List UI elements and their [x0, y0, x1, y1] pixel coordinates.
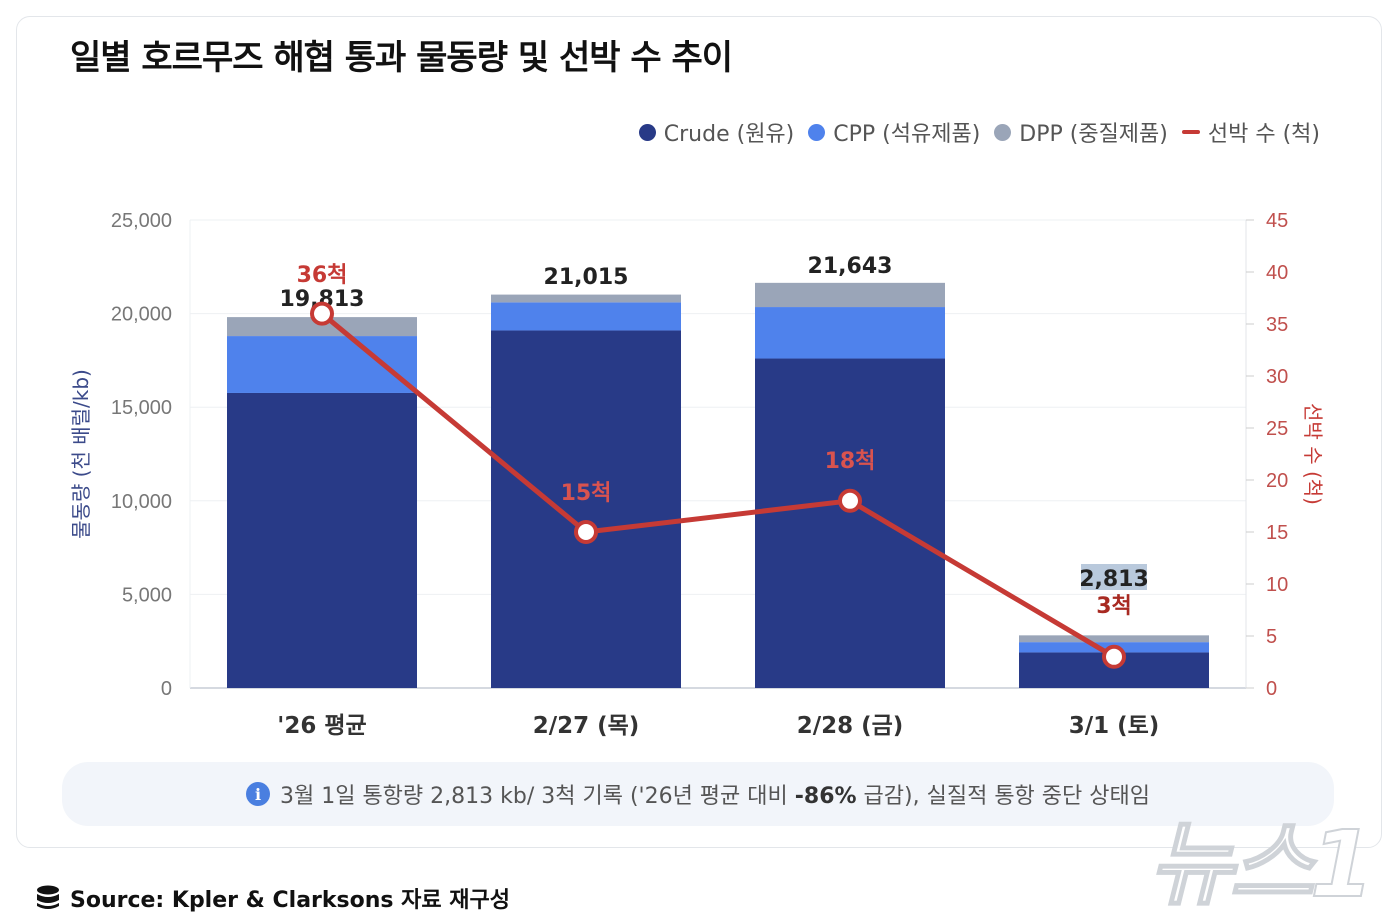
y2-tick-label: 35 — [1266, 314, 1288, 336]
bar-total-label: 2,813 — [1079, 567, 1149, 592]
vessel-count-point — [574, 520, 598, 544]
y2-tick-label: 40 — [1266, 262, 1288, 284]
vessel-count-line — [320, 311, 1116, 659]
y2-tick-label: 30 — [1266, 366, 1288, 388]
legend-label: DPP (중질제품) — [1019, 122, 1168, 147]
bar-total-label: 21,643 — [808, 254, 893, 279]
bar-segment — [227, 317, 417, 337]
x-tick-label: 3/1 (토) — [1069, 713, 1160, 739]
banner-text: 3월 1일 통항량 2,813 kb/ 3척 기록 ('26년 평균 대비 -8… — [280, 778, 1150, 810]
y2-axis-title: 선박 수 (척) — [1301, 403, 1325, 505]
legend-label: CPP (석유제품) — [833, 122, 981, 147]
legend-item: 선박 수 (척) — [1181, 116, 1320, 148]
banner-text-after: 급감), 실질적 통항 중단 상태임 — [856, 784, 1150, 809]
bar-segment — [491, 330, 681, 688]
bar-segment — [755, 282, 945, 308]
vessel-count-point — [310, 301, 334, 326]
legend-item: CPP (석유제품) — [808, 116, 980, 148]
bar-segment — [227, 392, 417, 688]
vessel-count-point — [838, 488, 862, 513]
legend-line-marker — [1181, 130, 1200, 134]
y-tick-label: 25,000 — [111, 210, 172, 232]
bar-segment — [755, 307, 945, 359]
bar-segment — [755, 358, 945, 688]
total-label-highlight — [1081, 564, 1147, 590]
y2-tick-label: 10 — [1266, 574, 1288, 596]
legend-dot-marker — [994, 123, 1012, 141]
database-icon — [37, 885, 59, 909]
info-icon: i — [245, 782, 270, 806]
legend-label: 선박 수 (척) — [1207, 122, 1320, 147]
y2-tick-label: 25 — [1266, 418, 1288, 440]
banner-text-bold: -86% — [794, 784, 857, 809]
y2-tick-label: 20 — [1266, 470, 1288, 492]
legend: Crude (원유) CPP (석유제품) DPP (중질제품) 선박 수 (척) — [638, 116, 1320, 148]
vessel-count-point — [1102, 644, 1126, 669]
legend-item: Crude (원유) — [638, 116, 795, 148]
vessel-count-label: 36척 — [297, 263, 348, 288]
vessel-count-label: 18척 — [825, 449, 876, 474]
vessel-count-label: 15척 — [561, 481, 612, 506]
y-tick-label: 15,000 — [111, 397, 172, 419]
legend-label: Crude (원유) — [663, 122, 795, 147]
source-text: Source: Kpler & Clarksons 자료 재구성 — [70, 888, 510, 913]
legend-dot-marker — [808, 123, 826, 141]
bar-segment — [491, 302, 681, 331]
y2-tick-label: 45 — [1266, 210, 1288, 232]
y2-tick-label: 5 — [1266, 626, 1277, 648]
bar-segment — [491, 294, 681, 303]
bar-segment — [1019, 635, 1209, 643]
y-tick-label: 10,000 — [111, 491, 172, 513]
bar-total-label: 21,015 — [544, 265, 629, 290]
vessel-count-label: 3척 — [1096, 594, 1132, 619]
info-banner: i 3월 1일 통항량 2,813 kb/ 3척 기록 ('26년 평균 대비 … — [62, 762, 1334, 826]
news1-watermark-logo: 뉴스1 — [1148, 810, 1375, 919]
x-tick-label: 2/28 (금) — [797, 713, 904, 739]
y2-tick-label: 0 — [1266, 678, 1277, 700]
legend-item: DPP (중질제품) — [994, 116, 1168, 148]
y2-tick-label: 15 — [1266, 522, 1288, 544]
chart-title: 일별 호르무즈 해협 통과 물동량 및 선박 수 추이 — [70, 38, 733, 78]
source-note: Source: Kpler & Clarksons 자료 재구성 — [36, 882, 510, 914]
y-tick-label: 20,000 — [111, 304, 172, 326]
legend-dot-marker — [638, 123, 656, 141]
bar-segment — [227, 336, 417, 393]
y-tick-label: 5,000 — [122, 584, 172, 606]
x-tick-label: '26 평균 — [277, 713, 366, 739]
y-axis-title: 물동량 (천 배럴/kb) — [69, 369, 93, 539]
y-tick-label: 0 — [161, 678, 172, 700]
x-tick-label: 2/27 (목) — [533, 713, 640, 739]
banner-text-before: 3월 1일 통항량 2,813 kb/ 3척 기록 ('26년 평균 대비 — [279, 784, 795, 809]
